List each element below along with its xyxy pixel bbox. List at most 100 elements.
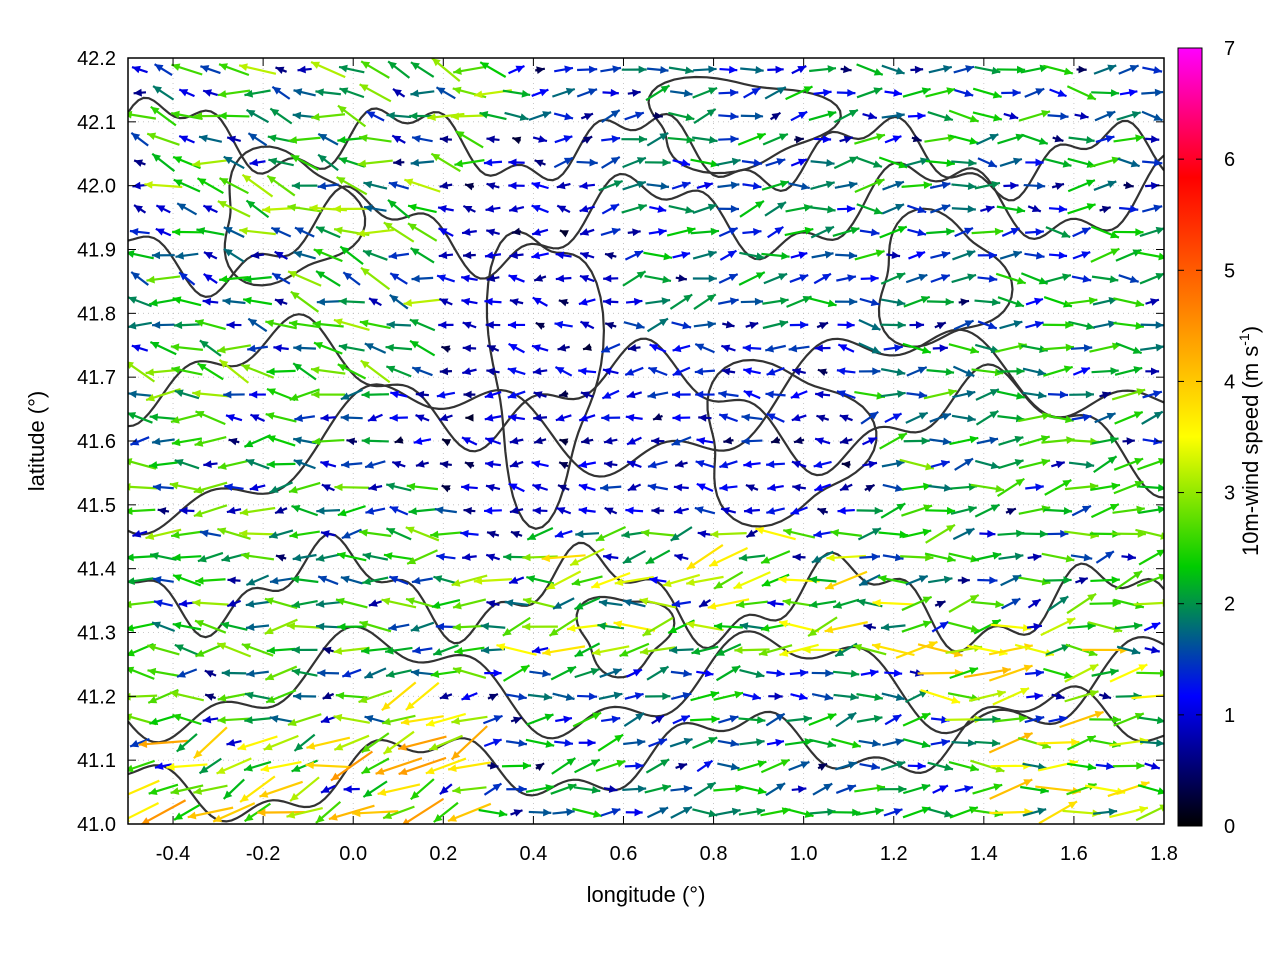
wind-arrow-head (774, 692, 783, 701)
wind-arrow-head (775, 713, 785, 722)
wind-arrow (398, 756, 447, 776)
wind-arrow (397, 735, 447, 751)
wind-arrow-head (564, 739, 573, 747)
wind-arrow-head (1087, 622, 1096, 631)
wind-arrow-head (1112, 599, 1121, 608)
wind-arrow (128, 622, 155, 632)
wind-arrow (1044, 576, 1072, 585)
wind-arrow-head (683, 669, 692, 678)
wind-arrow-head (876, 784, 886, 792)
wind-arrow-head (1018, 714, 1028, 723)
wind-arrow-head (219, 359, 229, 369)
wind-arrow-head (313, 341, 323, 350)
wind-arrow-head (668, 625, 678, 634)
wind-arrow (692, 808, 718, 818)
wind-arrow-head (914, 65, 924, 74)
wind-arrow-head (730, 762, 740, 771)
wind-arrow (1071, 275, 1092, 283)
wind-arrow-head (217, 527, 227, 535)
wind-arrow (288, 136, 321, 144)
wind-arrow (388, 623, 410, 632)
wind-arrow-head (523, 597, 532, 606)
wind-arrow (762, 297, 789, 305)
wind-arrow (760, 550, 791, 565)
wind-arrow (640, 529, 675, 537)
wind-arrow (597, 622, 625, 630)
wind-arrow (579, 274, 595, 283)
wind-arrow-head (287, 203, 297, 212)
wind-arrow (510, 530, 523, 539)
wind-arrow (554, 739, 574, 747)
wind-arrow (533, 274, 547, 282)
wind-arrow-head (967, 739, 977, 747)
wind-arrow-head (1016, 206, 1026, 214)
wind-arrow (989, 778, 1033, 800)
y-tick-label: 41.7 (77, 367, 116, 389)
wind-arrow (600, 715, 621, 724)
wind-arrow (743, 506, 760, 515)
wind-arrow-head (151, 251, 161, 260)
wind-arrow-head (823, 88, 832, 97)
wind-arrow-head (632, 669, 642, 677)
wind-arrow (863, 623, 877, 631)
wind-arrow (767, 599, 784, 608)
x-tick-label: 0.4 (519, 843, 547, 865)
wind-arrow-head (939, 344, 948, 353)
wind-arrow-head (559, 389, 568, 398)
wind-arrow (646, 317, 669, 333)
wind-arrow-head (352, 809, 361, 818)
wind-arrow-head (683, 784, 693, 793)
wind-arrow (172, 553, 202, 562)
wind-arrow-head (361, 766, 371, 774)
wind-arrow-head (1006, 508, 1016, 516)
wind-arrow (532, 483, 549, 492)
wind-arrow-head (431, 153, 441, 162)
wind-arrow-head (704, 669, 714, 678)
wind-arrow (434, 506, 457, 515)
wind-arrow-head (1013, 320, 1023, 328)
wind-arrow (814, 483, 832, 492)
wind-arrow (149, 298, 178, 307)
wind-arrow (431, 599, 461, 609)
wind-arrow-head (1106, 111, 1116, 119)
wind-arrow-head (632, 228, 641, 237)
wind-arrow (239, 227, 276, 236)
wind-arrow-head (193, 509, 203, 518)
wind-arrow (903, 437, 930, 445)
wind-arrow-head (244, 691, 254, 700)
wind-arrow-head (460, 529, 469, 538)
wind-arrow (645, 297, 671, 306)
wind-arrow-head (250, 251, 260, 260)
wind-arrow (556, 506, 572, 515)
wind-arrow (313, 341, 343, 355)
wind-arrow (696, 759, 714, 773)
wind-arrow (217, 527, 251, 540)
wind-arrow-head (681, 181, 691, 189)
wind-arrow (195, 576, 226, 585)
wind-arrow (602, 88, 619, 97)
wind-arrow-head (202, 715, 212, 724)
wind-arrow (286, 807, 323, 819)
wind-arrow-head (743, 460, 752, 469)
wind-arrow (905, 574, 929, 586)
wind-arrow (949, 435, 979, 446)
wind-arrow-head (989, 389, 999, 397)
wind-arrow-head (289, 531, 299, 539)
wind-arrow-head (964, 320, 974, 328)
wind-arrow-head (756, 133, 766, 141)
colorbar-title-close: ) (1238, 326, 1263, 333)
wind-arrow (1114, 366, 1143, 376)
wind-arrow (555, 715, 573, 724)
wind-arrow (462, 204, 476, 214)
wind-arrow (602, 297, 619, 306)
wind-arrow-head (531, 460, 541, 468)
wind-arrow (433, 801, 459, 823)
wind-arrow (1111, 388, 1146, 401)
wind-arrow-head (249, 390, 258, 399)
wind-arrow (551, 757, 576, 775)
wind-arrow (721, 344, 736, 353)
wind-arrow-head (822, 135, 832, 144)
wind-arrow-head (488, 693, 498, 701)
wind-arrow (833, 155, 859, 170)
wind-arrow (315, 622, 341, 631)
